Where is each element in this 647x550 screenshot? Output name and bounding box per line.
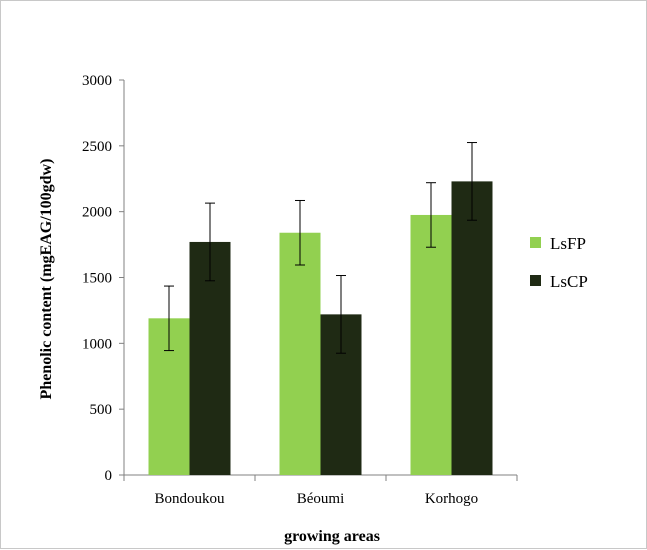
y-tick-label: 3000 xyxy=(82,73,112,89)
x-tick-label: Béoumi xyxy=(297,491,345,507)
x-tick-label: Bondoukou xyxy=(154,491,225,507)
x-axis-title: growing areas xyxy=(284,528,380,545)
bar-lsfp-1 xyxy=(279,232,321,475)
legend-swatch-lsfp xyxy=(530,237,541,248)
legend-swatch-lscp xyxy=(530,275,541,286)
y-tick-label: 0 xyxy=(105,468,113,484)
y-tick-label: 1000 xyxy=(82,336,112,352)
y-tick-label: 1500 xyxy=(82,271,112,287)
y-tick-label: 2500 xyxy=(82,139,112,155)
legend: LsFP LsCP xyxy=(530,234,588,291)
bar-lscp-2 xyxy=(451,181,493,475)
x-tick-label: Korhogo xyxy=(425,491,478,507)
y-axis-title: Phenolic content (mgEAG/100gdw) xyxy=(38,159,55,400)
legend-label-lscp: LsCP xyxy=(550,272,588,291)
bar-lsfp-2 xyxy=(410,214,452,476)
y-tick-label: 500 xyxy=(90,402,113,418)
legend-label-lsfp: LsFP xyxy=(550,234,586,253)
y-tick-label: 2000 xyxy=(82,205,112,221)
